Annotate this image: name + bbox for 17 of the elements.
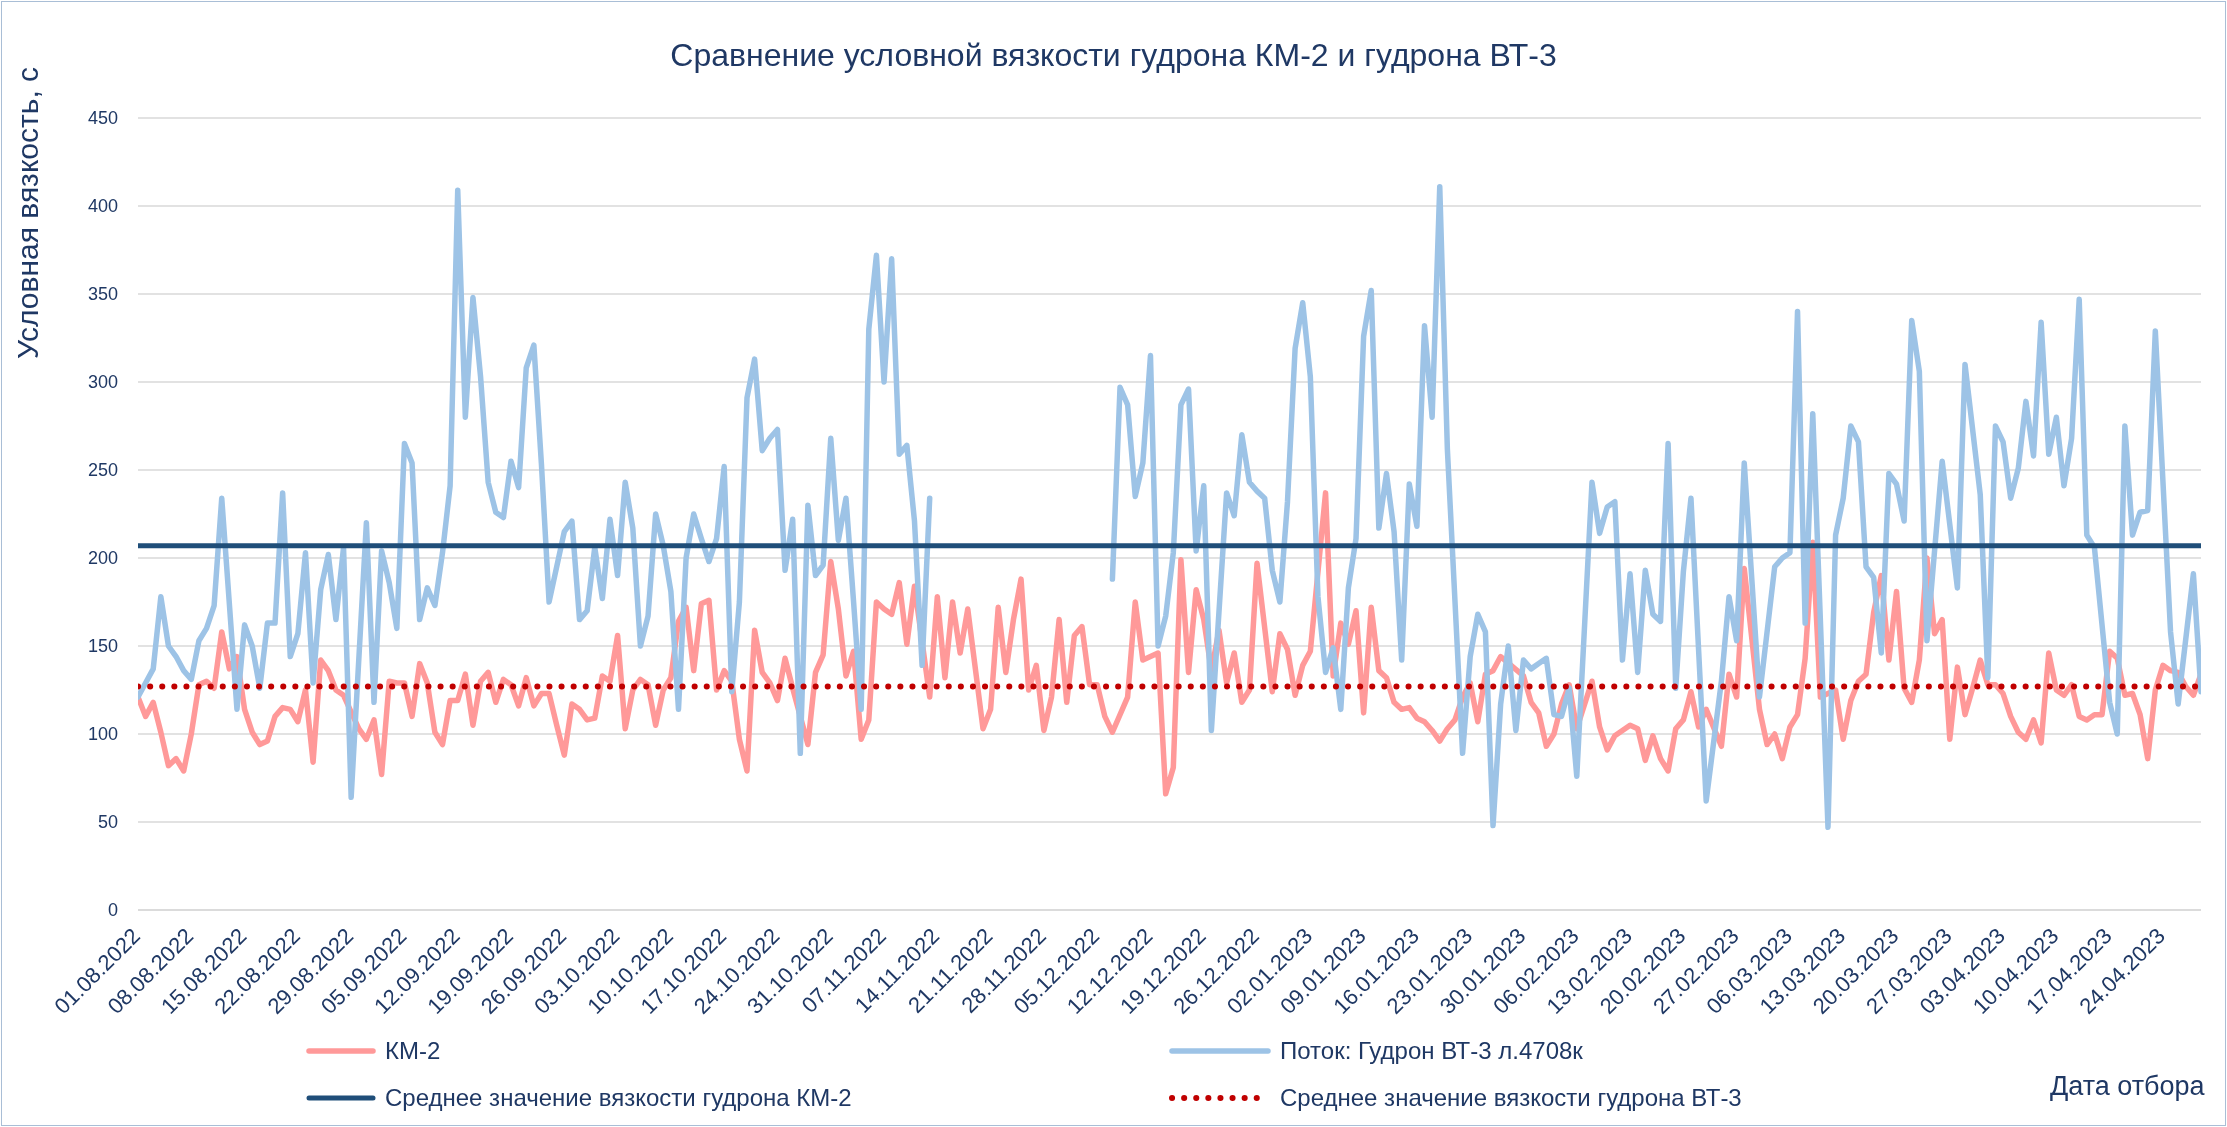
y-tick-label: 50 xyxy=(97,812,118,833)
legend-label: Среднее значение вязкости гудрона КМ-2 xyxy=(385,1084,852,1112)
y-tick-label: 150 xyxy=(87,636,118,657)
y-tick-label: 350 xyxy=(87,284,118,305)
y-tick-label: 250 xyxy=(87,460,118,481)
chart-title: Сравнение условной вязкости гудрона КМ-2 и гудрона ВТ-3 xyxy=(670,37,1557,73)
legend-label: Среднее значение вязкости гудрона ВТ-3 xyxy=(1280,1084,1742,1112)
y-tick-label: 0 xyxy=(107,900,118,921)
x-axis-title: Дата отбора xyxy=(2050,1071,2205,1102)
y-tick-label: 400 xyxy=(87,196,118,217)
y-tick-label: 300 xyxy=(87,372,118,393)
legend-label: Поток: Гудрон ВТ-3 л.4708к xyxy=(1280,1037,1583,1065)
y-axis-title: Условная вязкость, с xyxy=(11,66,45,360)
y-tick-label: 100 xyxy=(87,724,118,745)
y-tick-label: 450 xyxy=(87,108,118,129)
y-tick-label: 200 xyxy=(87,548,118,569)
legend-label: КМ-2 xyxy=(385,1037,441,1065)
